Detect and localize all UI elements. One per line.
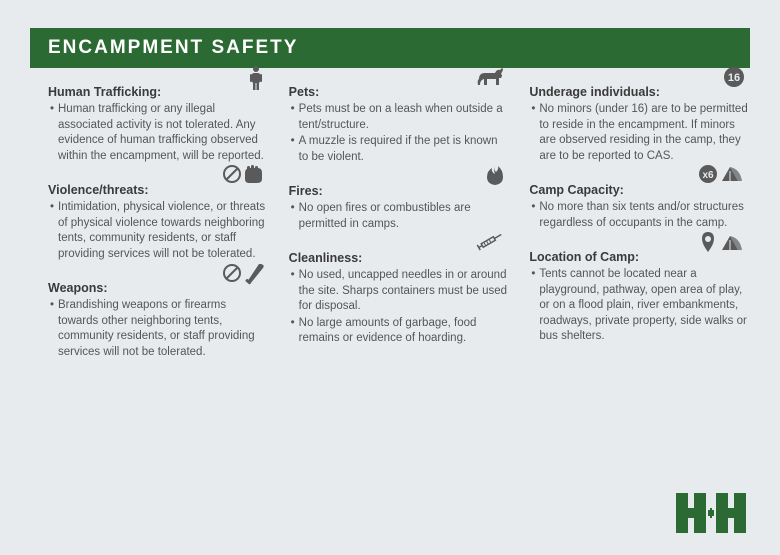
bullet-item: Intimidation, physical violence, or thre…: [48, 200, 269, 262]
bullet-item: No minors (under 16) are to be permitted…: [529, 102, 750, 164]
header-bar: ENCAMPMENT SAFETY: [30, 28, 750, 68]
bullet-list: No more than six tents and/or structures…: [529, 200, 750, 231]
bullet-item: A muzzle is required if the pet is known…: [289, 134, 510, 165]
bullet-item: Brandishing weapons or firearms towards …: [48, 298, 269, 360]
bullet-list: No minors (under 16) are to be permitted…: [529, 102, 750, 164]
column-0: Human Trafficking: Human trafficking or a…: [48, 85, 269, 535]
person-icon: [247, 65, 265, 91]
logo: [676, 493, 746, 533]
pin-tent-icon: [698, 230, 746, 254]
svg-text:16: 16: [728, 72, 740, 84]
section: 16Underage individuals:No minors (under …: [529, 85, 750, 165]
section: Location of Camp:Tents cannot be located…: [529, 250, 750, 346]
section: Human Trafficking: Human trafficking or a…: [48, 85, 269, 165]
section: Pets: Pets must be on a leash when outsid…: [289, 85, 510, 166]
age16-icon: 16: [722, 65, 746, 89]
bullet-item: No more than six tents and/or structures…: [529, 200, 750, 231]
section-title: Underage individuals:: [529, 85, 750, 99]
dog-icon: [475, 65, 505, 87]
bullet-list: No open fires or combustibles are permit…: [289, 201, 510, 232]
section-title: Human Trafficking:: [48, 85, 269, 99]
x6-tent-icon: x6: [698, 163, 746, 185]
bullet-item: Human trafficking or any illegal associa…: [48, 102, 269, 164]
section-title: Pets:: [289, 85, 510, 99]
header-title: ENCAMPMENT SAFETY: [48, 37, 298, 59]
bullet-list: Intimidation, physical violence, or thre…: [48, 200, 269, 262]
bullet-item: Pets must be on a leash when outside a t…: [289, 102, 510, 133]
content-grid: Human Trafficking: Human trafficking or a…: [48, 85, 750, 535]
section: Weapons:Brandishing weapons or firearms …: [48, 281, 269, 361]
svg-text:x6: x6: [702, 170, 714, 181]
section-title: Cleanliness:: [289, 251, 510, 265]
bullet-list: Pets must be on a leash when outside a t…: [289, 102, 510, 165]
bullet-list: Human trafficking or any illegal associa…: [48, 102, 269, 164]
fire-icon: [485, 164, 505, 186]
section-title: Fires:: [289, 184, 510, 198]
bullet-item: No used, uncapped needles in or around t…: [289, 268, 510, 315]
bullet-item: No large amounts of garbage, food remain…: [289, 316, 510, 347]
bullet-item: No open fires or combustibles are permit…: [289, 201, 510, 232]
column-1: Pets: Pets must be on a leash when outsid…: [289, 85, 510, 535]
bullet-list: Brandishing weapons or firearms towards …: [48, 298, 269, 360]
bullet-list: Tents cannot be located near a playgroun…: [529, 267, 750, 345]
section: Violence/threats: Intimidation, physical …: [48, 183, 269, 263]
section: x6Camp Capacity:No more than six tents a…: [529, 183, 750, 232]
section-title: Violence/threats:: [48, 183, 269, 197]
syringe-icon: [475, 231, 505, 251]
column-2: 16Underage individuals:No minors (under …: [529, 85, 750, 535]
no-knife-icon: [221, 261, 265, 285]
bullet-item: Tents cannot be located near a playgroun…: [529, 267, 750, 345]
section-title: Camp Capacity:: [529, 183, 750, 197]
section: Fires: No open fires or combustibles are …: [289, 184, 510, 233]
section: Cleanliness: No used, uncapped needles in…: [289, 251, 510, 348]
no-punch-icon: [221, 163, 265, 185]
bullet-list: No used, uncapped needles in or around t…: [289, 268, 510, 347]
